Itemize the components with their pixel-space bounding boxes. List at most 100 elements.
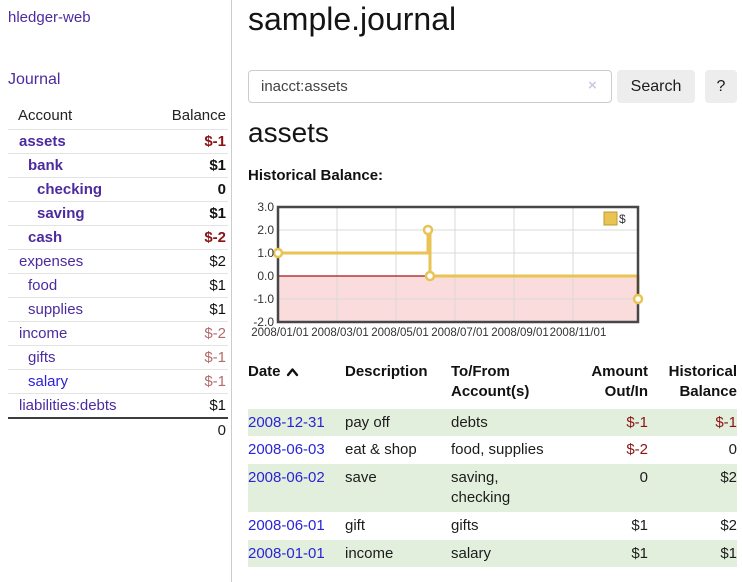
legend-swatch <box>603 211 618 226</box>
transaction-balance: $2 <box>720 469 737 487</box>
account-balance: $1 <box>209 277 226 294</box>
account-link-supplies[interactable]: supplies <box>28 301 84 318</box>
transaction-description: pay off <box>345 413 390 431</box>
transaction-accounts: gifts <box>451 516 479 534</box>
svg-text:2008/01/01: 2008/01/01 <box>251 327 309 339</box>
account-balance: $1 <box>209 397 226 414</box>
register-row: 2008-06-02 save saving, checking 0 $2 <box>248 464 737 512</box>
account-link-salary[interactable]: salary <box>28 373 69 390</box>
column-header-date: Date <box>248 358 345 409</box>
chart-plot-border <box>276 205 640 324</box>
chart-y-axis: 3.0 2.0 1.0 0.0 -1.0 -2.0 <box>253 200 274 329</box>
transaction-description: eat & shop <box>345 441 417 459</box>
account-link-income[interactable]: income <box>19 325 68 342</box>
sidebar: hledger-web Journal Account Balance asse… <box>0 0 232 582</box>
transaction-accounts: saving, checking <box>451 469 511 506</box>
svg-text:-1.0: -1.0 <box>253 292 274 306</box>
transaction-balance: $-1 <box>715 413 737 431</box>
transaction-date-link[interactable]: 2008-12-31 <box>248 413 325 431</box>
main-content: sample.journal × Search ? assets Histori… <box>248 0 738 582</box>
svg-text:3.0: 3.0 <box>257 200 274 214</box>
svg-text:2008/03/01: 2008/03/01 <box>311 327 369 339</box>
transaction-date-link[interactable]: 2008-01-01 <box>248 544 325 562</box>
help-button[interactable]: ? <box>705 70 737 103</box>
svg-text:2008/05/01: 2008/05/01 <box>371 327 429 339</box>
account-row: bank $1 <box>8 153 228 177</box>
search-form: × Search ? <box>248 70 738 103</box>
transaction-date-link[interactable]: 2008-06-03 <box>248 441 325 459</box>
transaction-amount: 0 <box>639 469 648 487</box>
account-row: saving $1 <box>8 201 228 225</box>
column-header-balance: Historical Balance <box>668 363 737 400</box>
account-balance: $-2 <box>204 229 226 246</box>
account-link-assets[interactable]: assets <box>19 133 66 150</box>
account-row: income $-2 <box>8 321 228 345</box>
account-link-food[interactable]: food <box>28 277 58 294</box>
transaction-description: gift <box>345 516 366 534</box>
chart-legend: $ <box>603 211 626 226</box>
register-header-row: Date Description To/From Account(s) Amou… <box>248 358 737 409</box>
account-balance: $-2 <box>204 325 226 342</box>
account-link-gifts[interactable]: gifts <box>28 349 56 366</box>
account-row: checking 0 <box>8 177 228 201</box>
account-balance: $-1 <box>204 373 226 390</box>
account-balance: $1 <box>209 301 226 318</box>
account-balance: 0 <box>217 181 226 198</box>
chart-x-axis: 2008/01/01 2008/03/01 2008/05/01 2008/07… <box>251 327 606 339</box>
column-header-date-label: Date <box>248 363 281 380</box>
account-balance: $-1 <box>204 349 226 366</box>
transaction-amount: $1 <box>631 544 648 562</box>
accounts-total-row: 0 <box>8 417 228 442</box>
legend-label: $ <box>619 212 626 226</box>
transaction-balance: 0 <box>728 441 737 459</box>
account-row: expenses $2 <box>8 249 228 273</box>
register-row: 2008-06-03 eat & shop food, supplies $-2… <box>248 436 737 464</box>
accounts-header-balance: Balance <box>171 107 226 124</box>
account-page-title: assets <box>248 117 329 148</box>
sidebar-item-journal[interactable]: Journal <box>8 71 61 88</box>
accounts-header: Account Balance <box>8 103 228 129</box>
svg-text:2008/07/01: 2008/07/01 <box>431 327 489 339</box>
transaction-balance: $1 <box>720 544 737 562</box>
register-row: 2008-12-31 pay off debts $-1 $-1 <box>248 408 737 437</box>
account-balance: $2 <box>209 253 226 270</box>
search-input[interactable] <box>248 70 612 103</box>
svg-text:2.0: 2.0 <box>257 223 274 237</box>
account-balance: $-1 <box>204 133 226 150</box>
transaction-balance: $2 <box>720 516 737 534</box>
account-link-liabilities-debts[interactable]: liabilities:debts <box>19 397 117 414</box>
transaction-date-link[interactable]: 2008-06-02 <box>248 469 325 487</box>
account-row: assets $-1 <box>8 129 228 153</box>
account-link-bank[interactable]: bank <box>28 157 64 174</box>
register-table: Date Description To/From Account(s) Amou… <box>248 358 737 568</box>
transaction-description: income <box>345 544 394 562</box>
sort-ascending-icon <box>286 368 298 377</box>
transaction-date-link[interactable]: 2008-06-01 <box>248 516 325 534</box>
transaction-amount: $-2 <box>626 441 648 459</box>
transaction-accounts: debts <box>451 413 488 431</box>
account-link-saving[interactable]: saving <box>37 205 85 222</box>
account-row: cash $-2 <box>8 225 228 249</box>
account-link-cash[interactable]: cash <box>28 229 63 246</box>
search-button[interactable]: Search <box>617 70 695 103</box>
column-header-description: Description <box>345 363 428 380</box>
brand-link[interactable]: hledger-web <box>8 9 91 26</box>
clear-search-icon[interactable]: × <box>588 77 597 94</box>
accounts-total-value: 0 <box>217 422 226 439</box>
historical-balance-chart: $ 3.0 2.0 1.0 0.0 -1.0 -2.0 2008/01/01 2… <box>251 200 644 339</box>
transaction-description: save <box>345 469 377 487</box>
accounts-header-account: Account <box>18 107 73 124</box>
account-link-expenses[interactable]: expenses <box>19 253 84 270</box>
account-row: salary $-1 <box>8 369 228 393</box>
account-row: liabilities:debts $1 <box>8 393 228 417</box>
accounts-tree: Account Balance assets $-1 bank $1 check… <box>8 103 228 442</box>
svg-text:-2.0: -2.0 <box>253 315 274 329</box>
svg-text:2008/09/01: 2008/09/01 <box>491 327 549 339</box>
svg-text:0.0: 0.0 <box>257 269 274 283</box>
register-row: 2008-06-01 gift gifts $1 $2 <box>248 512 737 540</box>
account-link-checking[interactable]: checking <box>37 181 103 198</box>
transaction-amount: $1 <box>631 516 648 534</box>
svg-text:2008/11/01: 2008/11/01 <box>550 327 607 339</box>
register-row: 2008-01-01 income salary $1 $1 <box>248 539 737 568</box>
